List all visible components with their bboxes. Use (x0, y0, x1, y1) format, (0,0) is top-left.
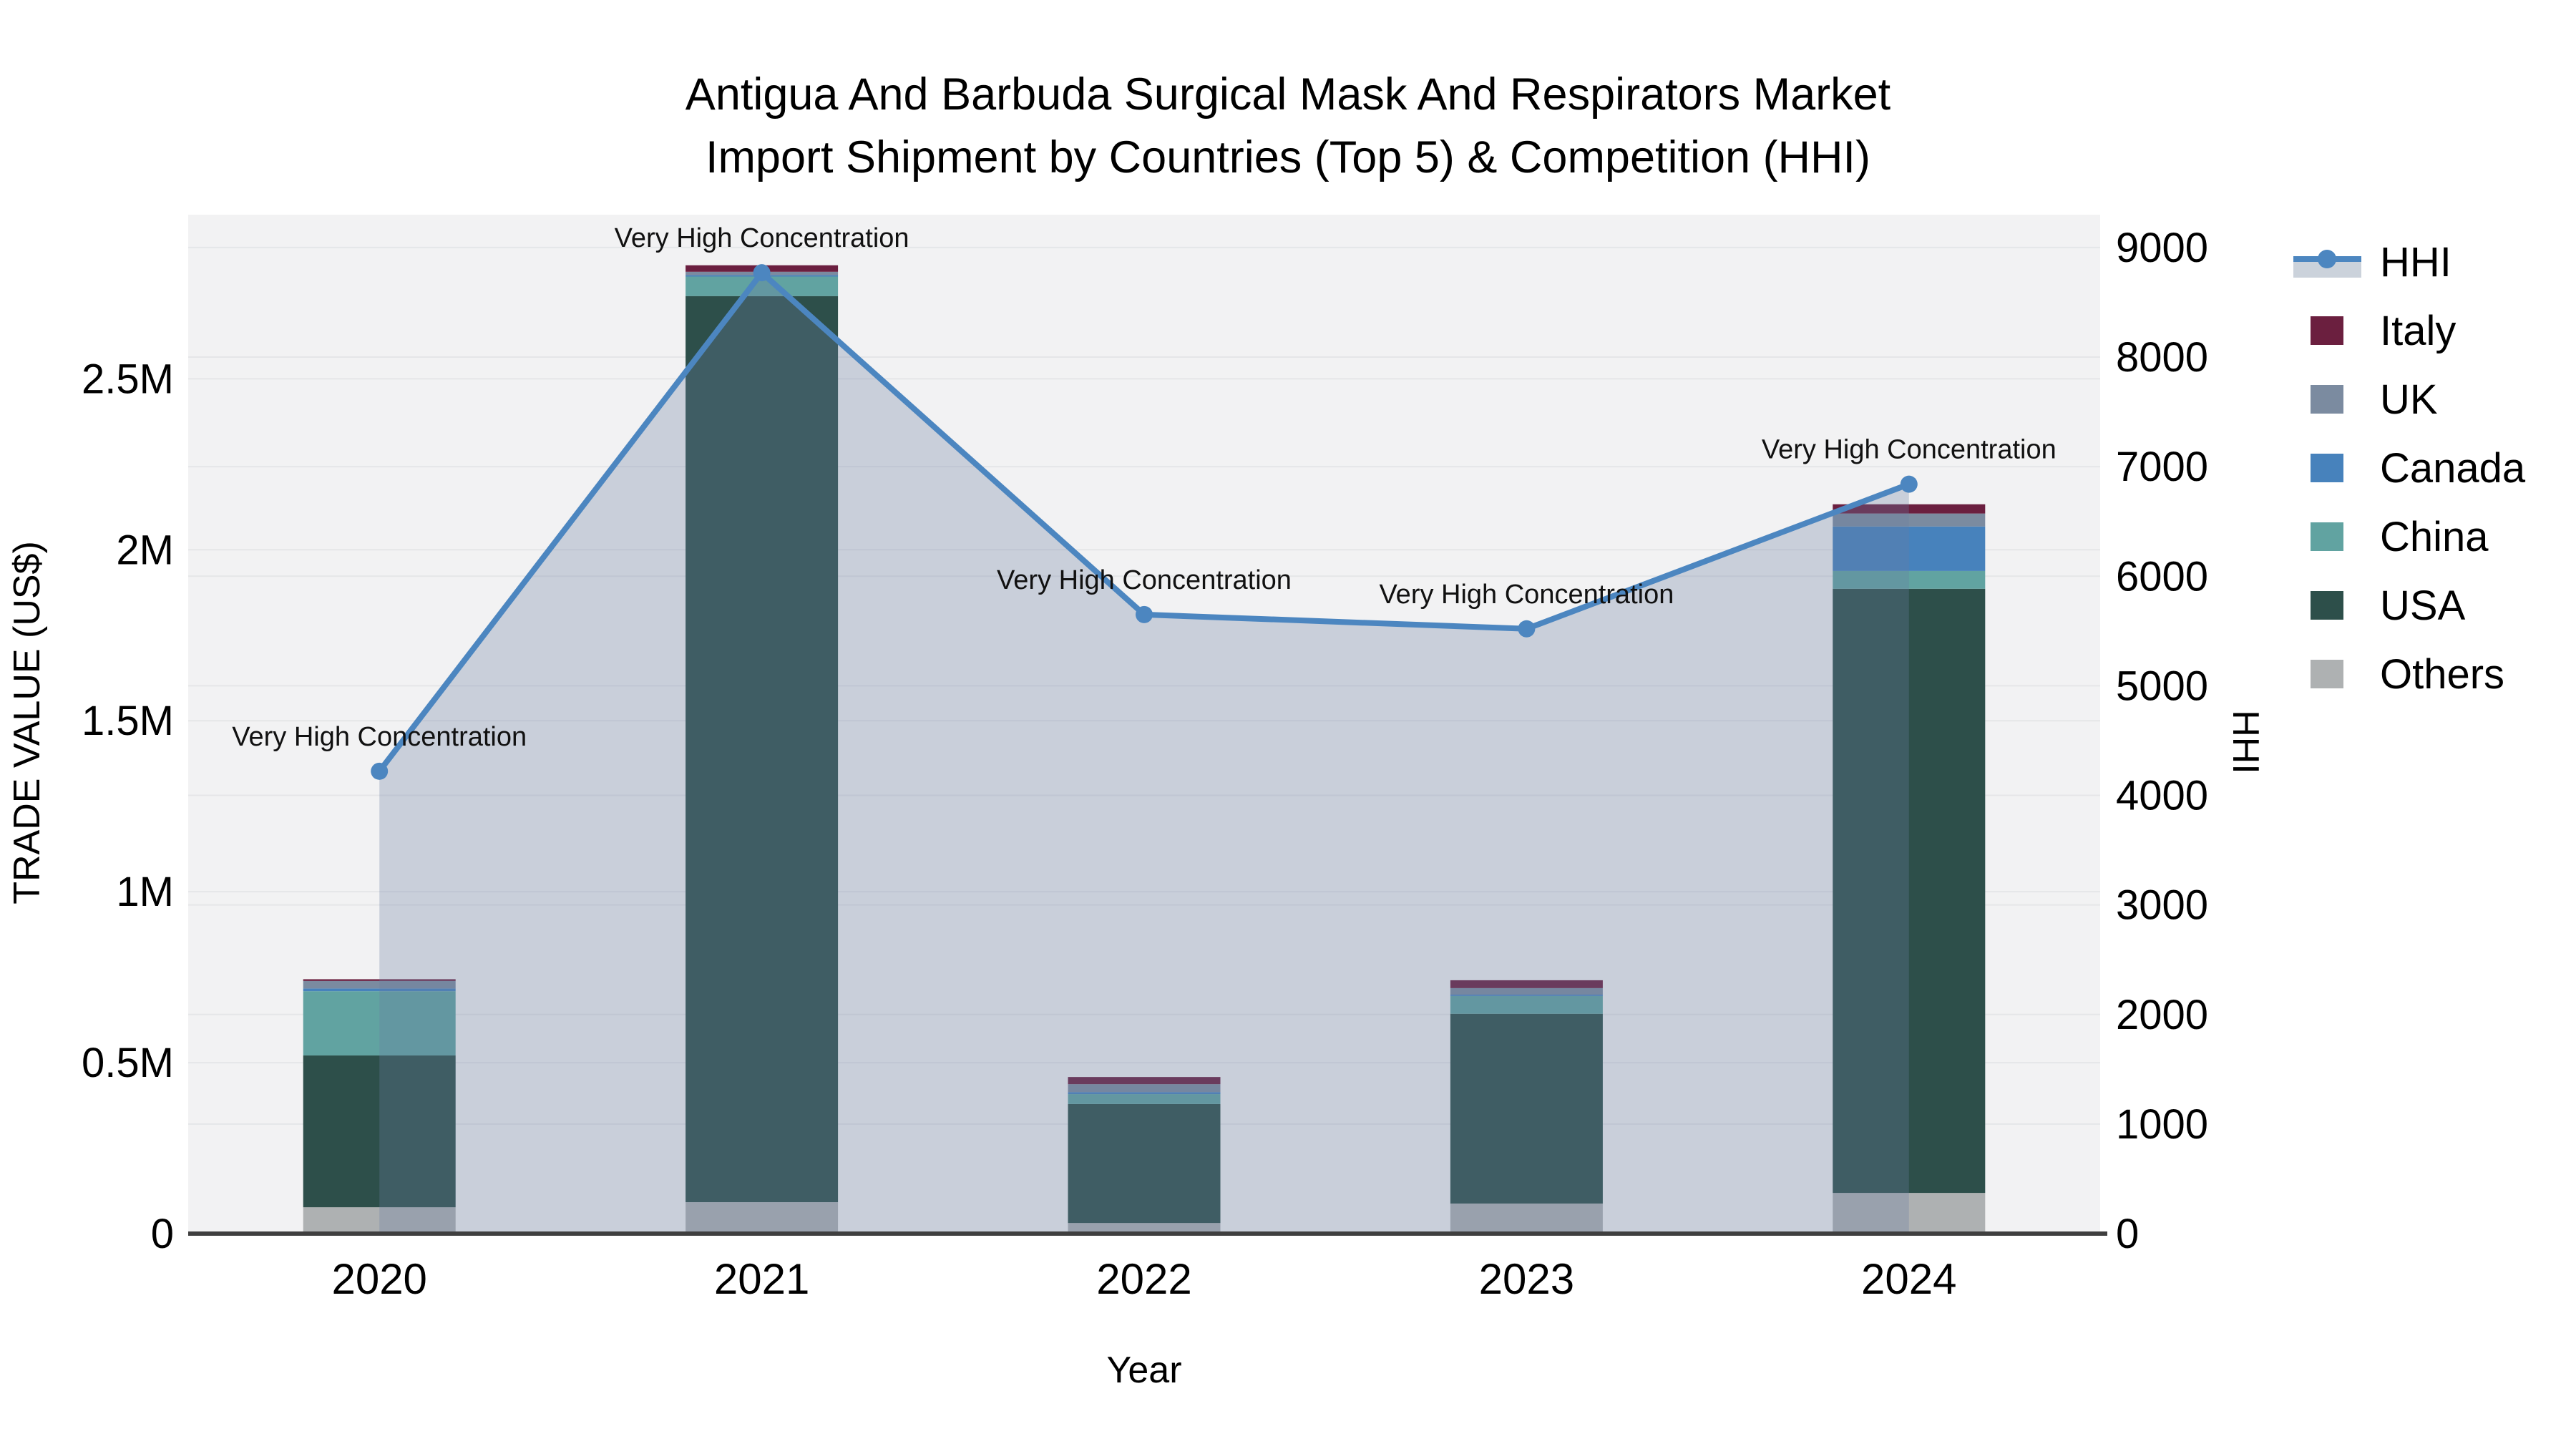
legend-label: Others (2380, 650, 2505, 698)
tick-y-left-1M: 1M (116, 869, 174, 915)
usa-swatch-icon (2293, 584, 2361, 627)
legend-item-hhi[interactable]: HHI (2293, 228, 2525, 296)
legend-label: UK (2380, 376, 2438, 423)
tick-y-right-0: 0 (2116, 1211, 2139, 1257)
bar-2022-canada (1068, 1092, 1221, 1095)
bar-2020-uk (303, 980, 456, 989)
legend-item-others[interactable]: Others (2293, 640, 2525, 708)
hhi-point-2023 (1518, 620, 1536, 638)
canada-swatch-icon (2293, 447, 2361, 489)
tick-y-right-1000: 1000 (2116, 1101, 2208, 1148)
tick-x-2023: 2023 (1479, 1255, 1574, 1303)
bar-2024-usa (1833, 588, 1986, 1194)
bar-2021-usa (686, 296, 839, 1203)
bar-2023-italy (1450, 980, 1603, 988)
bar-2023-uk (1450, 987, 1603, 995)
bar-2022-uk (1068, 1084, 1221, 1093)
bar-2022-china (1068, 1094, 1221, 1104)
tick-y-left-2M: 2M (116, 527, 174, 573)
hhi-point-2020 (371, 762, 389, 780)
others-swatch-icon (2293, 653, 2361, 696)
tick-y-right-6000: 6000 (2116, 553, 2208, 600)
chart-title: Antigua And Barbuda Surgical Mask And Re… (0, 63, 2576, 189)
legend-label: China (2380, 513, 2489, 560)
tick-y-right-8000: 8000 (2116, 334, 2208, 381)
y-axis-right-title: HHI (2225, 710, 2266, 774)
hhi-area (379, 273, 1909, 1234)
bar-2023-others (1450, 1203, 1603, 1234)
legend-item-canada[interactable]: Canada (2293, 434, 2525, 502)
bar-2021-others (686, 1202, 839, 1234)
tick-y-right-7000: 7000 (2116, 444, 2208, 490)
bar-2022-others (1068, 1223, 1221, 1234)
annotation-2020: Very High Concentration (232, 722, 527, 752)
bar-2024-others (1833, 1193, 1986, 1234)
tick-y-right-2000: 2000 (2116, 992, 2208, 1038)
legend-label: USA (2380, 582, 2466, 629)
hhi-point-2022 (1136, 605, 1153, 623)
bar-2023-canada (1450, 994, 1603, 996)
bar-2022-usa (1068, 1103, 1221, 1224)
legend-item-uk[interactable]: UK (2293, 365, 2525, 434)
italy-swatch-icon (2293, 309, 2361, 352)
tick-y-right-3000: 3000 (2116, 882, 2208, 929)
bar-2020-canada (303, 988, 456, 992)
x-axis-title: Year (1106, 1350, 1182, 1391)
annotation-2022: Very High Concentration (997, 565, 1292, 595)
legend-item-italy[interactable]: Italy (2293, 296, 2525, 365)
legend-label: Italy (2380, 307, 2457, 354)
legend: HHI Italy UK Canada China USA Others (2293, 228, 2525, 708)
bar-2023-china (1450, 995, 1603, 1014)
uk-swatch-icon (2293, 378, 2361, 421)
china-swatch-icon (2293, 515, 2361, 558)
chart-title-line2: Import Shipment by Countries (Top 5) & C… (705, 132, 1871, 182)
annotation-2023: Very High Concentration (1379, 580, 1674, 610)
legend-item-china[interactable]: China (2293, 502, 2525, 571)
hhi-point-2024 (1900, 475, 1918, 493)
y-axis-left-title: TRADE VALUE (US$) (6, 541, 48, 904)
chart-title-line1: Antigua And Barbuda Surgical Mask And Re… (685, 69, 1891, 119)
legend-label: HHI (2380, 238, 2451, 286)
tick-y-right-5000: 5000 (2116, 663, 2208, 709)
hhi-point-2021 (753, 264, 771, 282)
bar-2024-china (1833, 570, 1986, 589)
plot-background (188, 215, 2100, 1234)
bar-2024-canada (1833, 526, 1986, 571)
tick-y-right-4000: 4000 (2116, 773, 2208, 819)
hhi-line-icon (2293, 240, 2361, 283)
bar-2024-italy (1833, 504, 1986, 514)
tick-y-left-1.5M: 1.5M (82, 698, 174, 744)
legend-item-usa[interactable]: USA (2293, 571, 2525, 640)
bar-2023-usa (1450, 1013, 1603, 1204)
bar-2020-others (303, 1207, 456, 1234)
annotation-2024: Very High Concentration (1762, 435, 2057, 465)
tick-y-left-2.5M: 2.5M (82, 356, 174, 402)
tick-y-left-0: 0 (151, 1211, 174, 1257)
bar-2022-italy (1068, 1077, 1221, 1085)
bar-2020-china (303, 991, 456, 1056)
annotation-2021: Very High Concentration (615, 223, 909, 253)
tick-x-2022: 2022 (1096, 1255, 1191, 1303)
tick-y-right-9000: 9000 (2116, 225, 2208, 271)
tick-x-2021: 2021 (714, 1255, 809, 1303)
tick-x-2024: 2024 (1861, 1255, 1956, 1303)
tick-y-left-0.5M: 0.5M (82, 1040, 174, 1086)
bar-2020-italy (303, 979, 456, 981)
legend-label: Canada (2380, 444, 2526, 492)
tick-x-2020: 2020 (331, 1255, 426, 1303)
bar-2024-uk (1833, 513, 1986, 527)
bar-2020-usa (303, 1055, 456, 1208)
